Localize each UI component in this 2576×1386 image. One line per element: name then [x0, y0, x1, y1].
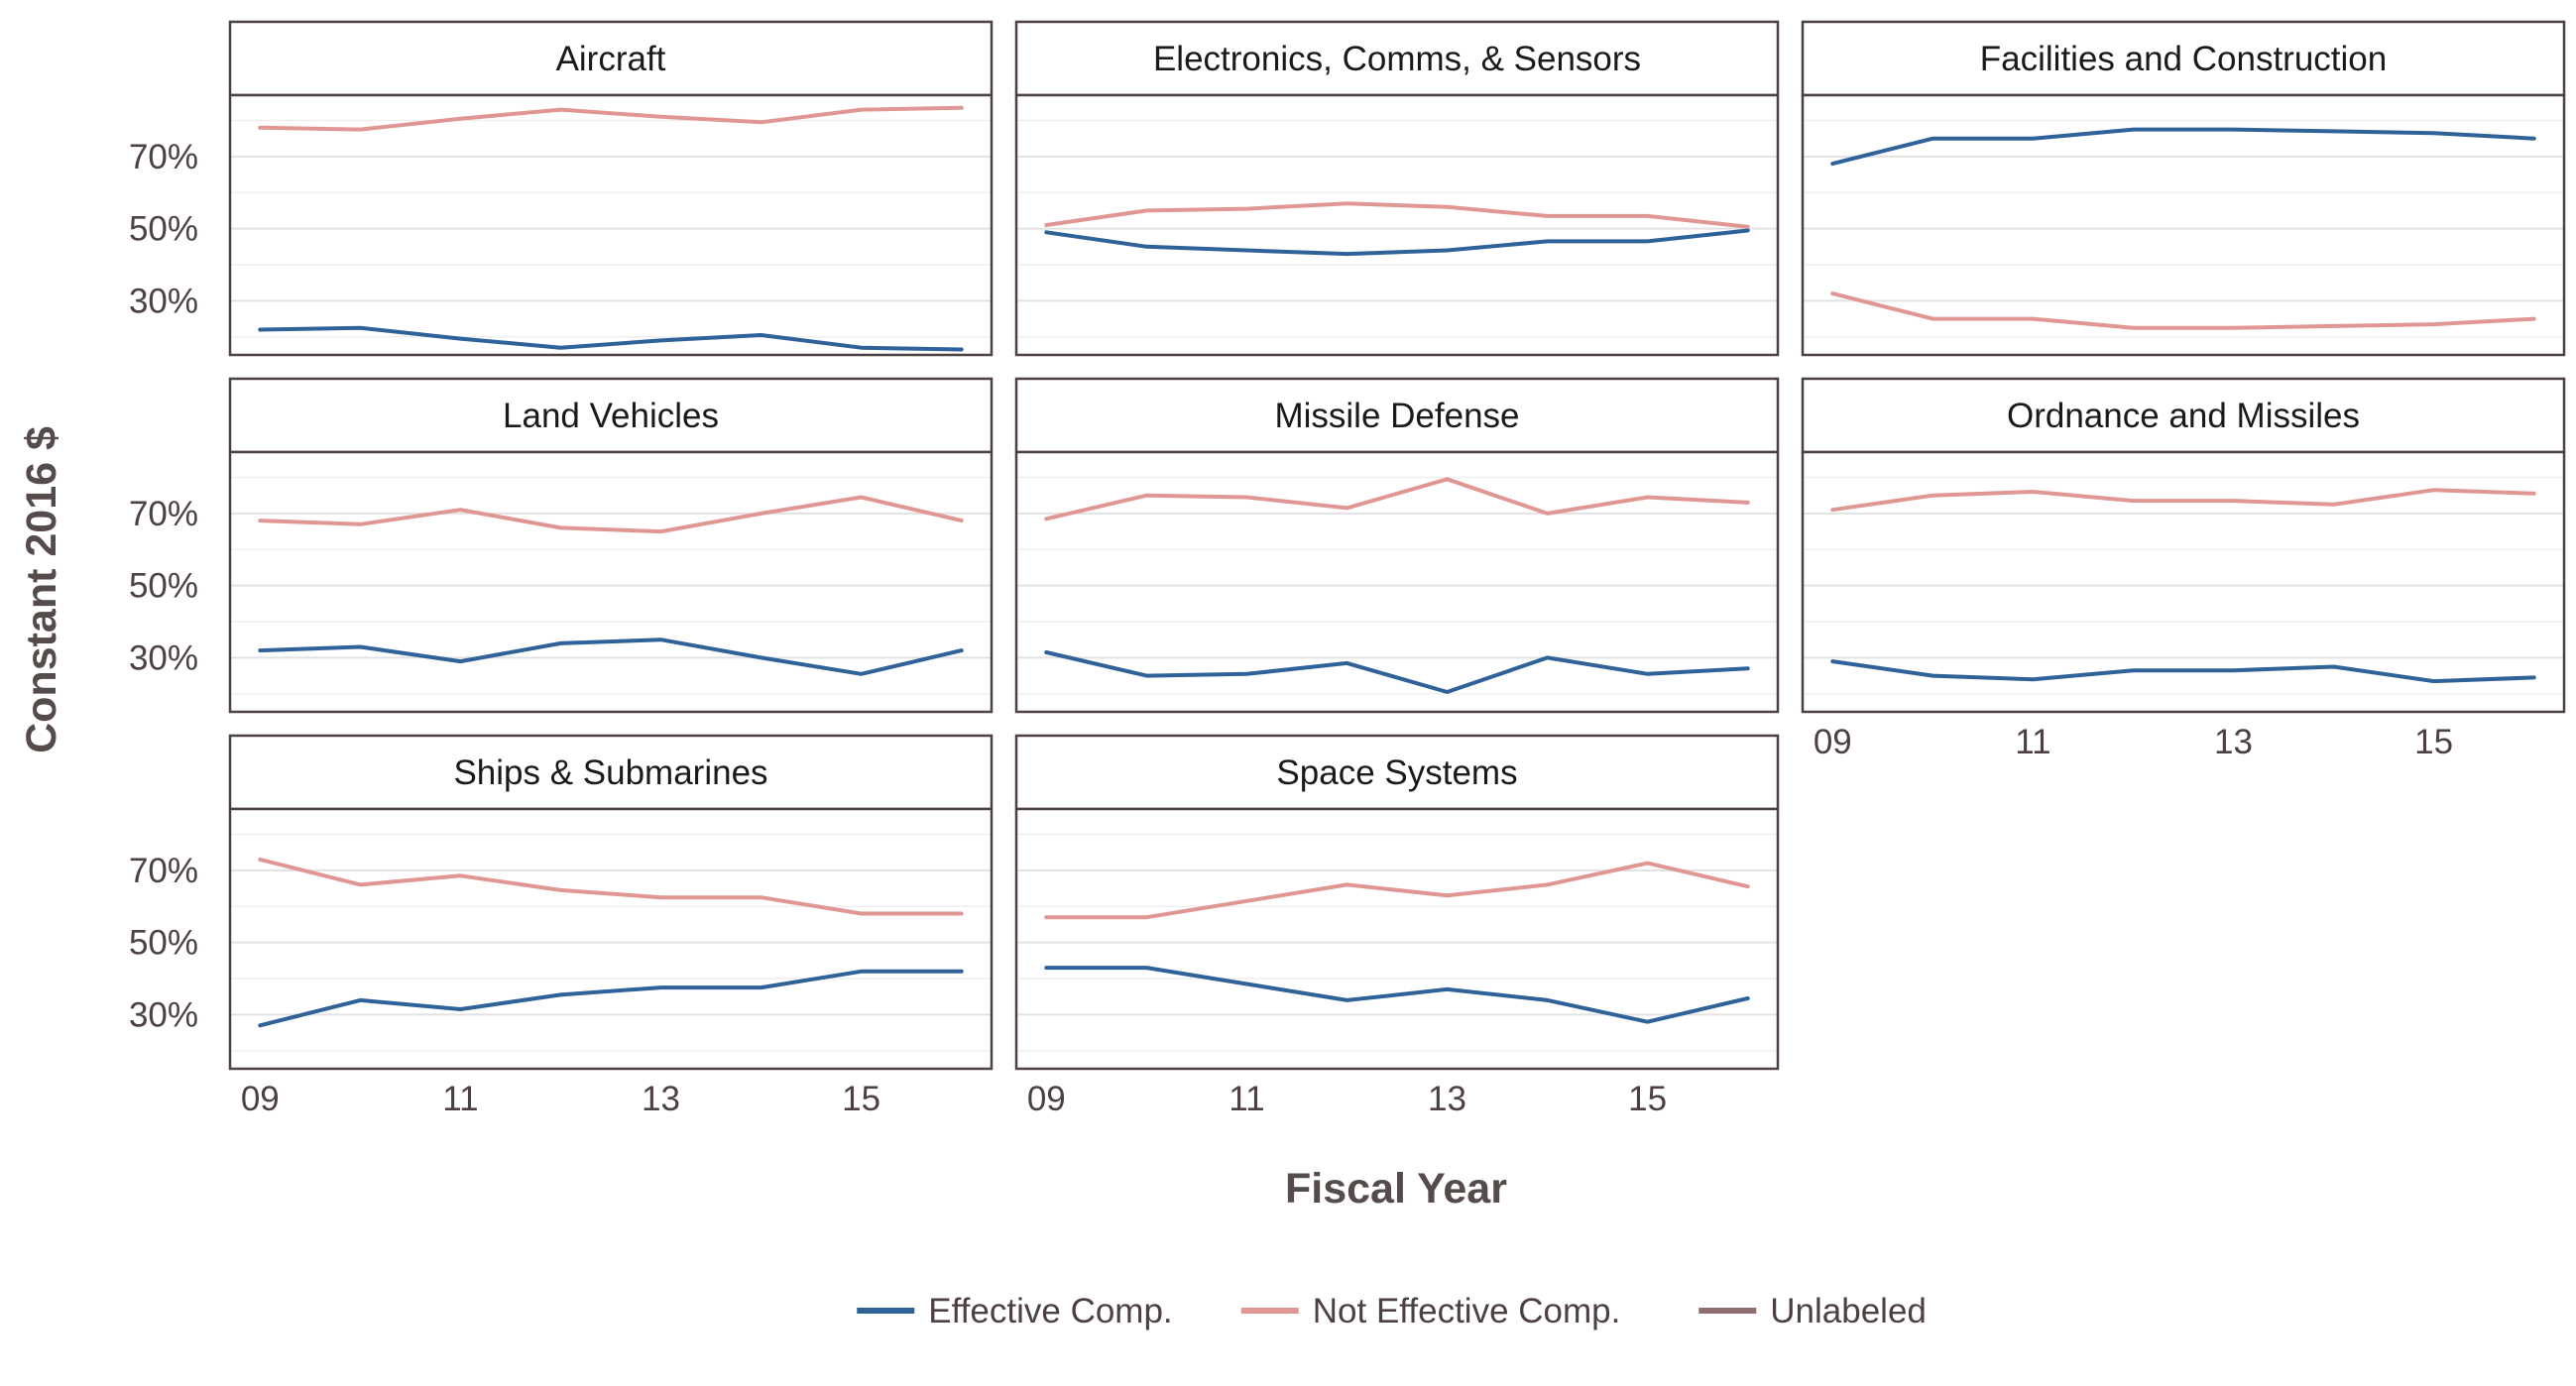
- y-axis-title: Constant 2016 $: [18, 426, 65, 753]
- legend-label: Not Effective Comp.: [1313, 1292, 1621, 1330]
- panel-border: [228, 807, 994, 1071]
- panel-title: Ships & Submarines: [453, 753, 767, 792]
- panel-ordnance-and-missiles: Ordnance and Missiles 09 11 13 15: [1801, 377, 2566, 761]
- panel-border: [1801, 450, 2566, 714]
- panel-border: [228, 450, 994, 714]
- y-tick-label: 50%: [129, 924, 198, 963]
- panel-title: Land Vehicles: [503, 397, 719, 435]
- series-line-effective-comp: [1044, 228, 1750, 257]
- series-line-not-effective-comp: [1830, 291, 2536, 330]
- x-tick-label: 13: [1428, 1080, 1466, 1118]
- y-tick-label: 50%: [129, 210, 198, 249]
- panel-space-systems: Space Systems 09 11 13 15: [1014, 734, 1780, 1118]
- x-tick-label: 11: [1229, 1080, 1264, 1118]
- y-tick-label: 70%: [129, 138, 198, 176]
- legend-item-effective-comp: Effective Comp.: [857, 1292, 1173, 1330]
- x-tick-label: 15: [842, 1080, 880, 1118]
- chart-panels: Aircraft 30% 50% 70% Electronics, Comms, & S…: [129, 20, 2566, 1118]
- y-tick-label: 30%: [129, 282, 198, 320]
- x-tick-label: 15: [1628, 1080, 1667, 1118]
- series-line-not-effective-comp: [258, 857, 964, 916]
- series-line-not-effective-comp: [1830, 488, 2536, 513]
- x-tick-label: 15: [2414, 723, 2453, 761]
- series-line-not-effective-comp: [258, 495, 964, 534]
- panel-border: [1801, 93, 2566, 357]
- legend-item-unlabeled: Unlabeled: [1698, 1292, 1927, 1330]
- panel-strip: [1014, 377, 1780, 454]
- panel-ships-and-submarines: Ships & Submarines 30% 50% 70% 09 11 13 15: [129, 734, 994, 1118]
- y-tick-label: 30%: [129, 995, 198, 1034]
- panel-strip: [228, 377, 994, 454]
- x-tick-label: 11: [2015, 723, 2050, 761]
- panel-border: [228, 93, 994, 357]
- panel-missile-defense: Missile Defense: [1014, 377, 1780, 714]
- panel-title: Electronics, Comms, & Sensors: [1153, 40, 1641, 78]
- legend-item-not-effective-comp: Not Effective Comp.: [1240, 1292, 1621, 1330]
- series-line-effective-comp: [1830, 659, 2536, 684]
- plot-background: [230, 809, 992, 1069]
- series-line-effective-comp: [258, 969, 964, 1028]
- y-tick-label: 30%: [129, 638, 198, 677]
- series-line-not-effective-comp: [1044, 201, 1750, 229]
- x-axis-title: Fiscal Year: [1285, 1165, 1507, 1213]
- x-tick-label: 13: [2214, 723, 2253, 761]
- panel-aircraft: Aircraft 30% 50% 70%: [129, 20, 994, 357]
- panel-land-vehicles: Land Vehicles 30% 50% 70%: [129, 377, 994, 714]
- panel-strip: [228, 734, 994, 811]
- panel-strip: [1014, 20, 1780, 97]
- x-tick-label: 11: [442, 1080, 478, 1118]
- x-tick-label: 13: [642, 1080, 680, 1118]
- legend-label: Unlabeled: [1770, 1292, 1927, 1330]
- panel-strip: [1014, 734, 1780, 811]
- series-line-effective-comp: [1044, 650, 1750, 694]
- panel-facilities-and-construction: Facilities and Construction: [1801, 20, 2566, 357]
- series-line-not-effective-comp: [1044, 477, 1750, 521]
- series-line-effective-comp: [1044, 966, 1750, 1024]
- series-line-effective-comp: [258, 637, 964, 676]
- legend: Effective Comp. Not Effective Comp. Unlabe…: [857, 1292, 1927, 1330]
- panel-title: Space Systems: [1276, 753, 1517, 792]
- x-tick-label: 09: [241, 1080, 280, 1118]
- panel-border: [1014, 450, 1780, 714]
- panel-electronics-comms-and-sensors: Electronics, Comms, & Sensors: [1014, 20, 1780, 357]
- y-tick-label: 50%: [129, 567, 198, 606]
- plot-background: [230, 452, 992, 712]
- series-line-not-effective-comp: [1044, 861, 1750, 920]
- plot-background: [230, 95, 992, 355]
- plot-background: [1016, 95, 1778, 355]
- legend-label: Effective Comp.: [928, 1292, 1172, 1330]
- plot-background: [1016, 809, 1778, 1069]
- y-tick-label: 70%: [129, 852, 198, 890]
- panel-border: [1014, 807, 1780, 1071]
- series-line-effective-comp: [1830, 127, 2536, 167]
- series-line-effective-comp: [258, 325, 964, 352]
- panel-strip: [228, 20, 994, 97]
- x-tick-label: 09: [1814, 723, 1852, 761]
- panel-title: Ordnance and Missiles: [2007, 397, 2360, 435]
- panel-title: Missile Defense: [1274, 397, 1519, 435]
- panel-title: Aircraft: [556, 40, 666, 78]
- panel-title: Facilities and Construction: [1980, 40, 2387, 78]
- y-tick-label: 70%: [129, 495, 198, 533]
- panel-border: [1014, 93, 1780, 357]
- x-tick-label: 09: [1027, 1080, 1066, 1118]
- series-line-not-effective-comp: [258, 105, 964, 132]
